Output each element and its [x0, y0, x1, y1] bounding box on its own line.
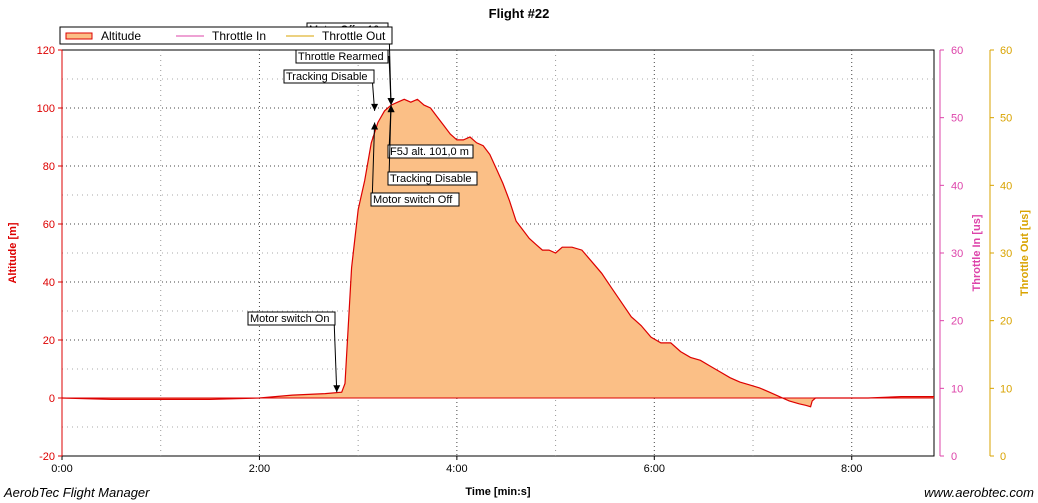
- annotation-label: Motor switch On: [250, 313, 329, 325]
- y2-axis-title: Throttle In [us]: [971, 214, 983, 291]
- y3-tick-label: 20: [1000, 316, 1012, 328]
- x-tick-label: 4:00: [446, 463, 467, 475]
- legend-label-altitude: Altitude: [101, 29, 141, 43]
- footer-app-name: AerobTec Flight Manager: [3, 485, 150, 500]
- x-tick-label: 2:00: [249, 463, 270, 475]
- y2-tick-label: 0: [951, 451, 957, 463]
- chart-title: Flight #22: [489, 6, 550, 21]
- y3-tick-label: 0: [1000, 451, 1006, 463]
- annotation-leader: [371, 122, 376, 206]
- y-tick-label: 60: [43, 219, 55, 231]
- footer-website: www.aerobtec.com: [924, 485, 1034, 500]
- y2-tick-label: 30: [951, 248, 963, 260]
- annotation-label: Tracking Disable: [390, 173, 472, 185]
- annotation-leader: [333, 317, 338, 393]
- annotation-box: [387, 144, 474, 159]
- y3-tick-label: 50: [1000, 113, 1012, 125]
- legend: Altitude Throttle In Throttle Out: [59, 26, 393, 45]
- legend-box: [59, 26, 393, 45]
- altitude-line: [61, 98, 934, 408]
- annotation-label: Throttle Rearmed: [298, 51, 384, 63]
- annotation-label: Tracking Disable: [286, 71, 368, 83]
- x-tick-label: 0:00: [51, 463, 72, 475]
- annotation-arrowhead: [387, 98, 395, 106]
- y-tick-label: -20: [39, 451, 55, 463]
- legend-label-throttle-in: Throttle In: [212, 29, 266, 43]
- y3-tick-label: 30: [1000, 248, 1012, 260]
- y2-tick-label: 20: [951, 316, 963, 328]
- x-axis-title: Time [min:s]: [465, 486, 531, 498]
- y2-tick-label: 10: [951, 383, 963, 395]
- legend-swatch-altitude: [65, 32, 93, 40]
- annotation-box: [295, 49, 389, 64]
- y2-tick-label: 60: [951, 45, 963, 57]
- y-tick-label: 100: [37, 103, 55, 115]
- annotation-label: Motor switch Off: [373, 194, 453, 206]
- x-tick-label: 6:00: [644, 463, 665, 475]
- altitude-area: [61, 98, 934, 408]
- y3-tick-label: 10: [1000, 383, 1012, 395]
- annotation-leader: [388, 105, 392, 179]
- annotation-box: [370, 192, 460, 207]
- legend-label-throttle-out: Throttle Out: [322, 29, 386, 43]
- annotation-arrowhead: [371, 103, 379, 111]
- y3-axis-title: Throttle Out [us]: [1019, 210, 1031, 296]
- y-tick-label: 120: [37, 45, 55, 57]
- annotation-label: F5J alt. 101,0 m: [390, 146, 469, 158]
- y3-tick-label: 40: [1000, 180, 1012, 192]
- altitude-fill: [62, 99, 934, 407]
- annotation-box: [247, 311, 336, 326]
- annotation-box: [387, 171, 478, 186]
- annotation-box: [283, 69, 375, 84]
- y-axis-title: Altitude [m]: [7, 222, 19, 283]
- x-tick-label: 8:00: [841, 463, 862, 475]
- annotation-arrowhead: [333, 385, 341, 393]
- y3-tick-label: 60: [1000, 45, 1012, 57]
- y-tick-label: 40: [43, 277, 55, 289]
- y2-tick-label: 50: [951, 113, 963, 125]
- y-tick-label: 0: [49, 393, 55, 405]
- annotation-arrowhead: [371, 122, 379, 130]
- tick-labels: 0:00 2:00 4:00 6:00 8:00-2002040608010012001…: [37, 45, 1013, 475]
- annotation-arrowhead: [387, 105, 395, 113]
- y2-tick-label: 40: [951, 180, 963, 192]
- y-tick-label: 80: [43, 161, 55, 173]
- y-tick-label: 20: [43, 335, 55, 347]
